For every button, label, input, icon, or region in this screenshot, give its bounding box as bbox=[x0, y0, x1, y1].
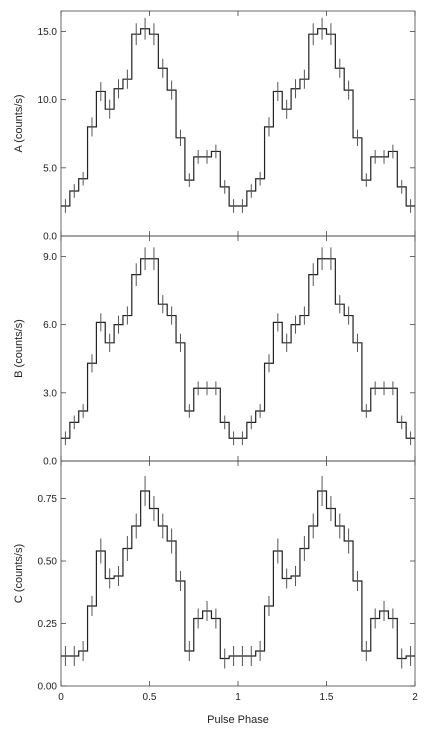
y-tick-label: 0.50 bbox=[38, 557, 58, 568]
panel-a: 0.0 5.0 10.0 15.0 A (counts/s) bbox=[13, 10, 416, 243]
y-axis-title: B (counts/s) bbox=[13, 319, 25, 378]
x-tick-label: 1.5 bbox=[320, 692, 334, 703]
panel-a-frame bbox=[60, 10, 416, 237]
y-tick-label: 5.0 bbox=[43, 163, 57, 174]
series-step-line bbox=[61, 28, 415, 207]
series-step-line bbox=[61, 490, 415, 660]
y-tick-label: 3.0 bbox=[43, 388, 57, 399]
y-tick-label: 0.00 bbox=[38, 682, 58, 693]
y-tick-label: 0.0 bbox=[43, 457, 57, 468]
y-tick-label: 9.0 bbox=[43, 252, 57, 263]
y-tick-label: 0.0 bbox=[43, 232, 57, 243]
y-tick-label: 6.0 bbox=[43, 320, 57, 331]
panel-c-frame bbox=[60, 460, 416, 687]
y-axis-title: C (counts/s) bbox=[13, 544, 25, 603]
panel-c: 0.00 0.25 0.50 0.75 C (counts/s) bbox=[13, 460, 416, 693]
series-step-line bbox=[61, 258, 415, 439]
x-axis-title: Pulse Phase bbox=[207, 714, 269, 726]
y-axis-title: A (counts/s) bbox=[13, 94, 25, 152]
y-tick-label: 10.0 bbox=[38, 95, 58, 106]
y-tick-label: 15.0 bbox=[38, 27, 58, 38]
x-tick-label: 0 bbox=[58, 692, 64, 703]
x-tick-label: 1 bbox=[235, 692, 241, 703]
panel-b: 0.0 3.0 6.0 9.0 B (counts/s) bbox=[13, 235, 416, 468]
x-tick-label: 2 bbox=[412, 692, 418, 703]
y-tick-label: 0.25 bbox=[38, 619, 58, 630]
y-tick-label: 0.75 bbox=[38, 494, 58, 505]
x-tick-label: 0.5 bbox=[143, 692, 157, 703]
